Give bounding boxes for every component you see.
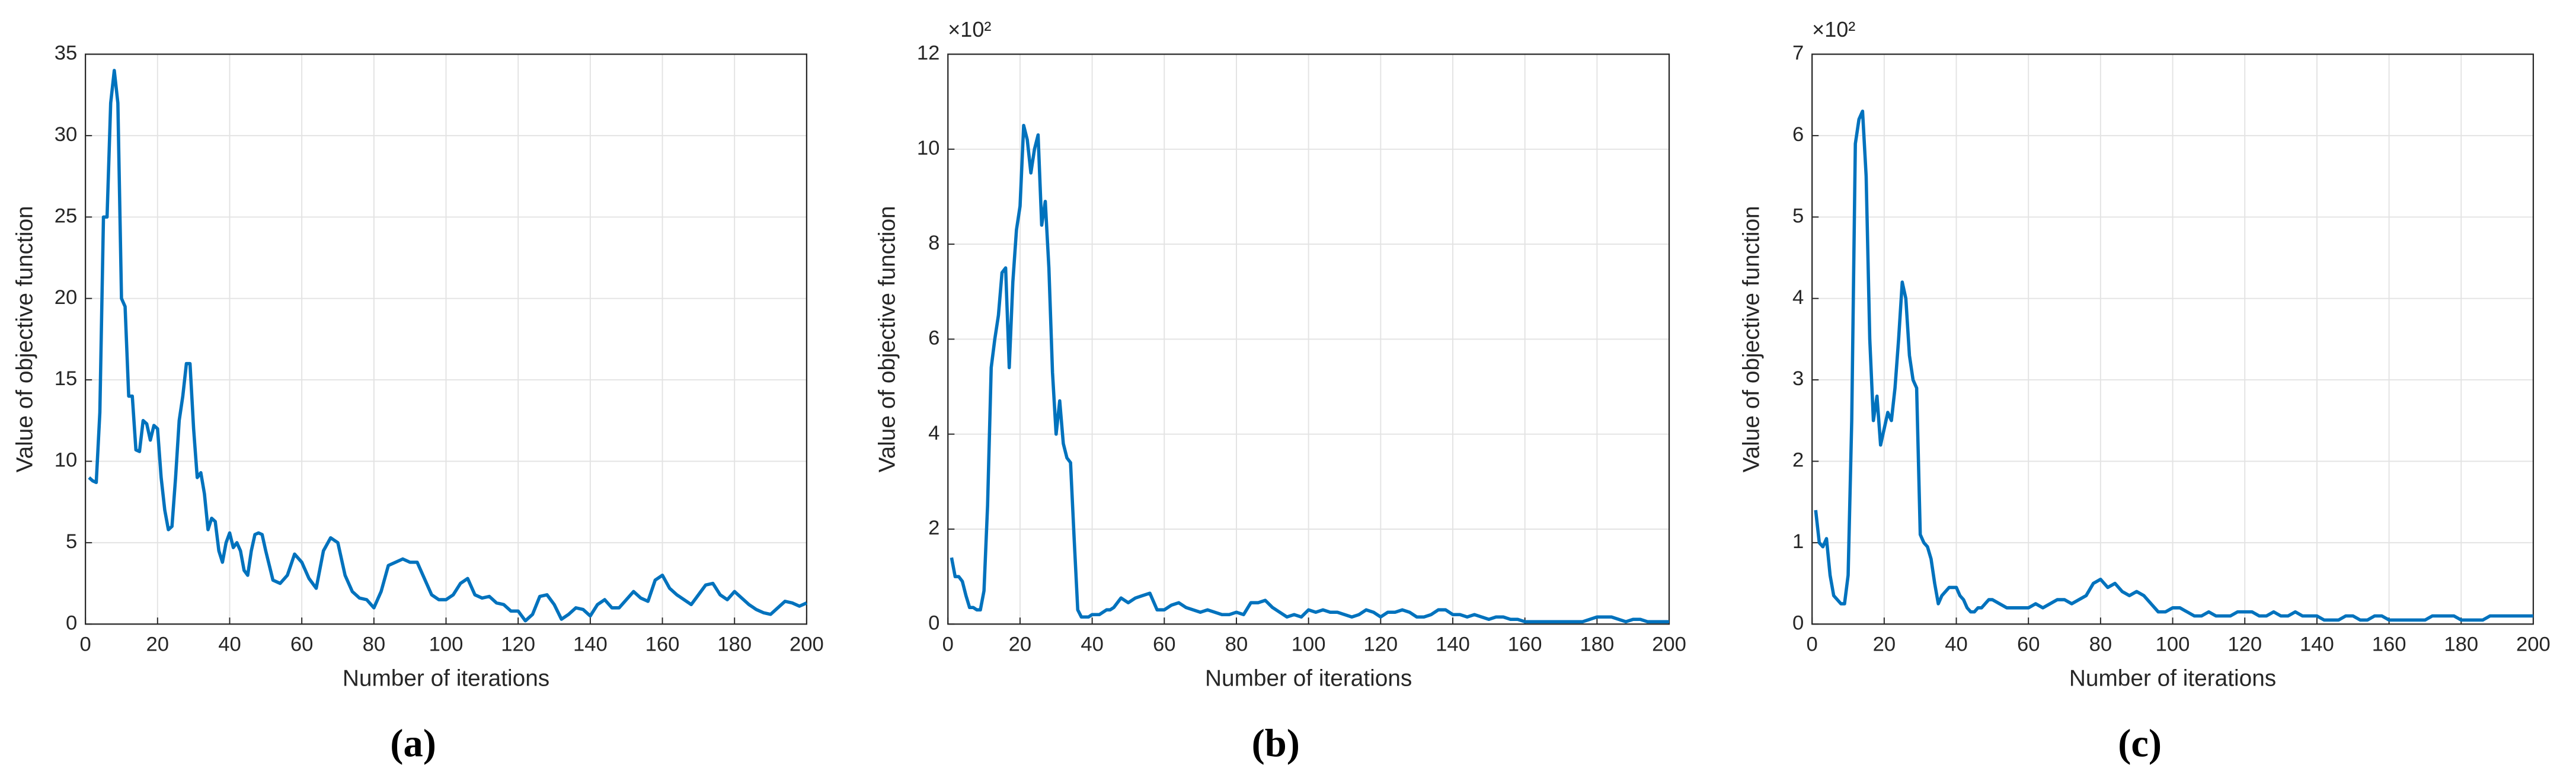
x-tick-label: 200: [790, 633, 824, 655]
x-tick-label: 180: [717, 633, 752, 655]
y-tick-label: 6: [928, 327, 939, 350]
y-tick-label: 25: [55, 204, 78, 227]
x-tick-label: 40: [218, 633, 241, 655]
x-tick-label: 20: [1009, 633, 1032, 655]
y-tick-label: 15: [55, 367, 78, 390]
x-tick-label: 140: [1436, 633, 1470, 655]
y-tick-label: 1: [1792, 530, 1804, 553]
x-tick-label: 80: [1225, 633, 1248, 655]
y-exponent-label: ×10²: [1812, 17, 1855, 41]
y-tick-label: 3: [1792, 367, 1804, 390]
y-exponent-label: ×10²: [948, 17, 991, 41]
x-tick-label: 80: [2089, 633, 2112, 655]
y-tick-label: 30: [55, 123, 78, 146]
x-tick-label: 40: [1081, 633, 1104, 655]
y-tick-label: 6: [1792, 123, 1804, 146]
x-tick-label: 160: [2372, 633, 2406, 655]
x-axis-label: Number of iterations: [2069, 666, 2276, 691]
y-tick-label: 35: [55, 42, 78, 65]
x-tick-label: 0: [1807, 633, 1818, 655]
y-tick-label: 0: [928, 611, 939, 634]
x-tick-label: 100: [429, 633, 464, 655]
caption: (c): [2118, 722, 2162, 765]
x-tick-label: 20: [146, 633, 170, 655]
y-tick-label: 20: [55, 286, 78, 309]
x-axis-label: Number of iterations: [1205, 666, 1412, 691]
y-axis-label: Value of objective function: [875, 206, 900, 472]
x-tick-label: 60: [2017, 633, 2040, 655]
x-tick-label: 120: [1363, 633, 1398, 655]
x-tick-label: 160: [1508, 633, 1542, 655]
x-axis-label: Number of iterations: [343, 666, 549, 691]
x-tick-label: 200: [1652, 633, 1686, 655]
y-tick-label: 2: [1792, 449, 1804, 472]
x-tick-label: 80: [363, 633, 386, 655]
axes-box: [947, 53, 1670, 625]
axes-box: [85, 53, 808, 625]
y-tick-label: 8: [928, 232, 939, 254]
y-tick-label: 12: [917, 42, 940, 65]
y-axis-label: Value of objective function: [12, 206, 38, 472]
x-tick-label: 100: [2156, 633, 2190, 655]
y-tick-label: 4: [928, 422, 939, 444]
x-tick-label: 20: [1873, 633, 1896, 655]
x-tick-label: 200: [2516, 633, 2551, 655]
x-tick-label: 100: [1292, 633, 1326, 655]
x-tick-label: 40: [1945, 633, 1968, 655]
y-tick-label: 10: [917, 137, 940, 159]
y-tick-label: 0: [1792, 611, 1804, 634]
x-tick-label: 120: [2227, 633, 2262, 655]
data-line: [950, 123, 1670, 624]
x-tick-label: 180: [2444, 633, 2478, 655]
x-tick-label: 160: [645, 633, 680, 655]
y-tick-label: 5: [1792, 204, 1804, 227]
data-line: [1814, 109, 2533, 622]
x-tick-label: 180: [1580, 633, 1614, 655]
y-tick-label: 0: [66, 611, 77, 634]
y-tick-label: 10: [55, 449, 78, 472]
y-tick-label: 2: [928, 517, 939, 539]
caption: (a): [390, 722, 436, 765]
y-tick-label: 7: [1792, 42, 1804, 65]
data-line: [88, 69, 808, 623]
y-tick-label: 4: [1792, 286, 1804, 309]
x-tick-label: 140: [573, 633, 608, 655]
x-tick-label: 0: [942, 633, 954, 655]
x-tick-label: 140: [2300, 633, 2334, 655]
y-axis-label: Value of objective function: [1739, 206, 1765, 472]
x-tick-label: 60: [290, 633, 314, 655]
axes-box: [1811, 53, 2535, 625]
y-tick-label: 5: [66, 530, 77, 553]
caption: (b): [1252, 722, 1300, 765]
x-tick-label: 0: [79, 633, 91, 655]
x-tick-label: 120: [501, 633, 535, 655]
x-tick-label: 60: [1153, 633, 1176, 655]
